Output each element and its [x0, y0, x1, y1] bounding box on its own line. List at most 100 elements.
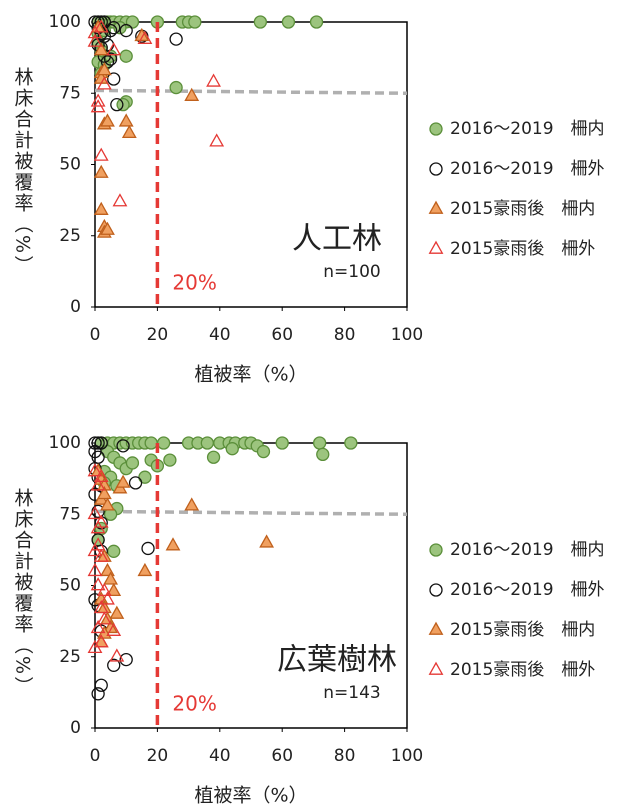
y-tick-label: 0: [70, 297, 81, 317]
point: [165, 537, 181, 551]
point: [87, 562, 103, 577]
point: [312, 436, 327, 450]
point: [106, 622, 122, 636]
point: [112, 193, 128, 207]
x-tick-label: 100: [391, 325, 423, 345]
point: [100, 221, 115, 235]
point: [128, 476, 143, 490]
point: [200, 436, 214, 450]
point: [94, 678, 108, 692]
legend-label: 2016～2019 柵内: [450, 540, 605, 560]
legend-label: 2015豪雨後 柵内: [450, 198, 595, 219]
point: [93, 514, 109, 528]
x-tick-label: 40: [209, 325, 231, 345]
x-axis-label: 植被率（%）: [194, 364, 307, 386]
y-axis-label: 林床合計被覆率（%）: [12, 488, 34, 697]
point: [253, 15, 268, 29]
point: [134, 27, 150, 42]
sample-size: n=100: [323, 262, 380, 282]
point: [103, 52, 118, 66]
y-tick-label: 50: [59, 155, 81, 175]
point: [121, 124, 137, 139]
x-tick-label: 80: [334, 746, 356, 766]
legend-marker: [428, 200, 444, 214]
legend-marker: [428, 661, 444, 675]
point: [94, 436, 108, 450]
legend-label: 2015豪雨後 柵内: [450, 619, 595, 640]
point: [93, 42, 109, 56]
point: [309, 15, 324, 29]
point: [125, 15, 140, 29]
point: [88, 436, 102, 450]
point: [93, 548, 109, 562]
point: [110, 98, 124, 112]
point: [103, 619, 119, 634]
point: [90, 537, 106, 551]
point: [184, 87, 200, 101]
point: [206, 450, 221, 464]
panel-title: 広葉樹林: [277, 643, 397, 678]
point: [316, 447, 330, 462]
legend-marker: [429, 122, 443, 136]
point: [156, 436, 171, 450]
trend-line: [94, 509, 408, 516]
point: [119, 49, 133, 63]
point: [93, 468, 109, 483]
y-tick-label: 75: [59, 504, 81, 524]
point: [103, 571, 119, 585]
point: [137, 562, 153, 577]
x-tick-label: 0: [90, 325, 101, 345]
y-tick-label: 100: [49, 433, 81, 453]
point: [125, 456, 140, 470]
point: [188, 15, 202, 29]
legend-label: 2015豪雨後 柵外: [450, 659, 595, 680]
y-tick-label: 75: [59, 83, 81, 103]
point: [91, 687, 105, 701]
point: [344, 436, 358, 450]
plot-frame: [94, 21, 408, 308]
point: [96, 611, 112, 625]
y-tick-label: 100: [49, 12, 81, 32]
point: [90, 93, 106, 107]
legend-marker: [429, 543, 443, 557]
point: [116, 439, 130, 453]
point: [100, 497, 115, 511]
x-tick-label: 60: [271, 746, 293, 766]
panel-title: 人工林: [292, 222, 382, 257]
point: [96, 485, 112, 500]
y-tick-label: 0: [70, 718, 81, 738]
y-axis-label: 林床合計被覆率（%）: [12, 67, 34, 276]
point: [93, 201, 109, 215]
y-tick-label: 25: [59, 647, 81, 667]
point: [100, 591, 115, 605]
point: [107, 72, 121, 86]
point: [275, 436, 289, 450]
x-tick-label: 80: [334, 325, 356, 345]
point: [93, 19, 109, 33]
point: [90, 477, 106, 491]
point: [118, 113, 134, 127]
point: [93, 634, 109, 648]
point: [109, 605, 125, 619]
x-tick-label: 60: [271, 325, 293, 345]
point: [169, 80, 183, 95]
point: [106, 42, 122, 56]
point: [144, 436, 158, 450]
point: [119, 23, 133, 38]
point: [96, 76, 112, 90]
point: [103, 23, 118, 38]
point: [107, 658, 121, 672]
legend-label: 2016～2019 柵内: [450, 119, 605, 139]
point: [87, 33, 103, 47]
reference-label: 20%: [172, 692, 216, 716]
x-tick-label: 20: [147, 746, 169, 766]
point: [119, 652, 133, 667]
point: [93, 164, 109, 178]
trend-line: [94, 88, 408, 95]
legend-marker: [429, 583, 443, 597]
legend-marker: [428, 240, 444, 254]
x-tick-label: 0: [90, 746, 101, 766]
point: [115, 474, 131, 488]
point: [100, 113, 115, 127]
